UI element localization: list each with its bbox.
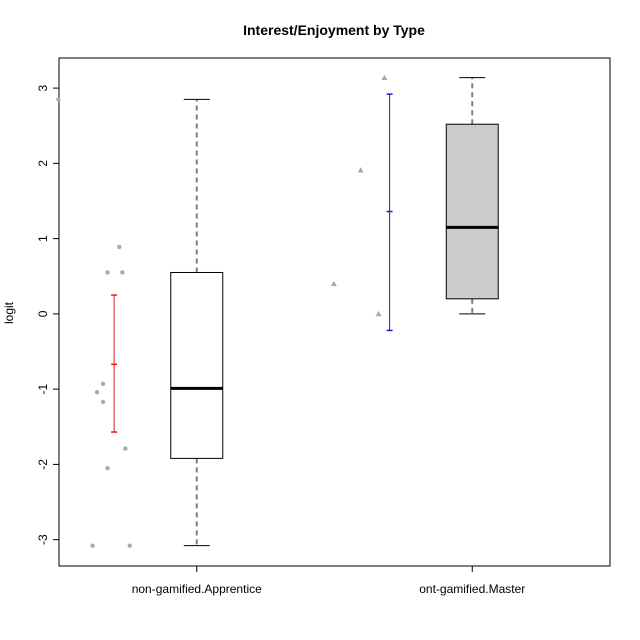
data-point (105, 465, 110, 471)
data-point (120, 270, 125, 275)
box-1 (170, 98, 224, 547)
box-2 (445, 77, 499, 315)
iqr-box (445, 123, 499, 300)
y-tick-label: -2 (36, 459, 50, 470)
data-point (56, 97, 61, 102)
data-point (90, 543, 95, 548)
plot-frame (58, 57, 611, 567)
data-point (100, 399, 106, 405)
error-bar-1 (111, 294, 118, 433)
x-tick-label: ont-gamified.Master (419, 582, 525, 596)
data-point (117, 244, 122, 250)
data-point (381, 74, 388, 80)
points-2 (330, 74, 388, 317)
x-tick-label: non-gamified.Apprentice (132, 582, 262, 596)
error-bar-2 (386, 93, 393, 332)
x-axis: non-gamified.Apprentice ont-gamified.Mast… (132, 565, 525, 596)
y-tick-label: 1 (36, 235, 50, 242)
y-tick-label: 0 (36, 310, 50, 317)
y-tick-label: -1 (36, 383, 50, 394)
boxes (170, 77, 499, 547)
data-point (330, 280, 337, 287)
jitter-points (56, 74, 388, 548)
data-point (127, 543, 133, 548)
data-point (105, 270, 110, 275)
y-tick-label: 2 (36, 160, 50, 167)
y-axis: -3 -2 -1 0 1 2 3 (36, 84, 60, 545)
data-point (357, 167, 364, 173)
y-tick-label: -3 (36, 534, 50, 545)
points-1 (56, 97, 133, 548)
iqr-box (170, 271, 224, 459)
y-tick-label: 3 (36, 84, 50, 91)
data-point (100, 381, 106, 387)
chart-title: Interest/Enjoyment by Type (243, 22, 425, 38)
data-point (375, 310, 382, 317)
error-bars (111, 93, 393, 433)
y-axis-label: logit (2, 301, 16, 324)
data-point (123, 446, 128, 451)
data-point (94, 389, 100, 395)
